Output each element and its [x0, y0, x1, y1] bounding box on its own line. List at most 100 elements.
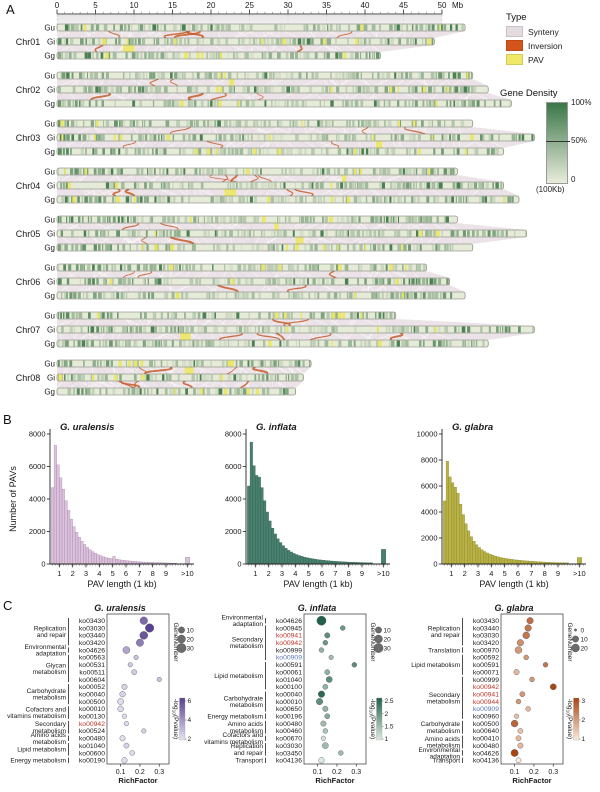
hist-bar: [287, 550, 291, 565]
hist-bar: [308, 558, 312, 565]
svg-text:metabolism: metabolism: [427, 698, 460, 705]
axes: 0 2000 4000 6000 8000 1 2 3 4 5 6 7 8 9 >10: [225, 429, 390, 578]
svg-text:ko00524: ko00524: [79, 728, 105, 735]
svg-text:Gi: Gi: [47, 230, 55, 239]
hist-bar: [117, 559, 121, 565]
legend: GeneNumber 10 20 30 -log10(Pvalue) 6 4 2: [170, 622, 194, 743]
svg-text:metabolism: metabolism: [230, 702, 263, 709]
svg-text:0.3: 0.3: [548, 769, 558, 776]
svg-text:Amino acids: Amino acids: [425, 736, 461, 743]
hist-bar: [321, 560, 325, 565]
hist-bar: [305, 557, 309, 565]
dot: [139, 616, 148, 625]
hist-bar: [289, 551, 293, 565]
svg-text:Cofactors and: Cofactors and: [26, 706, 67, 713]
density-50-label: 50%: [571, 136, 588, 145]
legend: GeneNumber 10 20 30 -log10(Pvalue) 2.5 2 1.5 1: [367, 622, 394, 743]
svg-text:50: 50: [438, 1, 447, 10]
svg-text:ko00196: ko00196: [276, 714, 302, 721]
svg-text:-log10(Pvalue): -log10(Pvalue): [564, 699, 573, 739]
svg-text:G. inflata: G. inflata: [298, 603, 337, 613]
svg-text:4: 4: [293, 569, 297, 578]
svg-text:Gu: Gu: [44, 216, 55, 225]
svg-text:Number of PAVs: Number of PAVs: [8, 466, 18, 532]
dot: [123, 742, 130, 749]
hist-bar: [61, 489, 65, 565]
svg-text:Chr03: Chr03: [16, 133, 41, 143]
svg-text:20: 20: [207, 1, 216, 10]
svg-text:0.1: 0.1: [510, 769, 520, 776]
synteny-ribbon: [57, 78, 489, 87]
svg-text:Lipid metabolism: Lipid metabolism: [214, 673, 263, 680]
svg-text:ko00999: ko00999: [473, 677, 499, 684]
dot: [517, 742, 524, 749]
svg-text:3: 3: [582, 698, 586, 705]
svg-text:4: 4: [489, 569, 493, 578]
hist-bar: [120, 559, 124, 565]
svg-text:4: 4: [188, 717, 192, 724]
svg-text:ko00071: ko00071: [473, 669, 499, 676]
hist-bar: [96, 554, 100, 565]
svg-text:ko00591: ko00591: [276, 662, 302, 669]
svg-text:ko00942: ko00942: [473, 684, 499, 691]
svg-text:ko00591: ko00591: [473, 662, 499, 669]
svg-text:Cofactors and: Cofactors and: [223, 732, 264, 739]
track-bar-Gg: Gg: [44, 100, 512, 109]
svg-text:Energy metabolism: Energy metabolism: [10, 758, 66, 765]
track-bar-Gu: Gu: [44, 24, 466, 33]
hist-bar-gt10: [185, 557, 190, 565]
svg-text:Replication: Replication: [231, 743, 264, 750]
density-100-label: 100%: [571, 98, 592, 107]
svg-text:Amino acids: Amino acids: [228, 721, 264, 728]
pathway-groups: EnvironmentaladaptationSecondarymetaboli…: [204, 615, 266, 765]
dot: [139, 631, 148, 640]
hist-bar: [83, 544, 87, 565]
hist-bar: [311, 558, 315, 565]
histogram: [443, 461, 582, 565]
svg-text:metabolism: metabolism: [427, 742, 460, 749]
dot: [338, 750, 344, 756]
svg-text:ko03030: ko03030: [473, 633, 499, 640]
hist-bar: [75, 532, 79, 565]
svg-text:Gi: Gi: [47, 278, 55, 287]
track-bar-Gu: Gu: [44, 264, 427, 273]
svg-text:Carbohydrate: Carbohydrate: [224, 695, 264, 702]
histogram: [247, 441, 386, 565]
svg-text:ko00480: ko00480: [276, 721, 302, 728]
svg-text:0.2: 0.2: [529, 769, 539, 776]
dot: [515, 698, 522, 705]
pav-swatch: [506, 54, 523, 65]
svg-text:1: 1: [57, 569, 61, 578]
svg-text:8: 8: [347, 569, 351, 578]
hist-bar: [464, 523, 468, 565]
svg-text:7: 7: [137, 569, 141, 578]
hist-bar: [501, 557, 505, 565]
dot: [515, 757, 522, 764]
svg-text:ko03440: ko03440: [79, 633, 105, 640]
svg-text:Carbohydrate: Carbohydrate: [27, 688, 67, 695]
svg-text:6: 6: [320, 569, 324, 578]
svg-text:metabolism: metabolism: [33, 669, 66, 676]
svg-text:PAV length (1 kb): PAV length (1 kb): [87, 579, 156, 589]
svg-text:ko00130: ko00130: [79, 714, 105, 721]
svg-text:Glycan: Glycan: [46, 662, 67, 669]
svg-text:0.1: 0.1: [313, 769, 323, 776]
dot: [525, 706, 531, 712]
plot-box: [106, 613, 170, 765]
svg-text:1: 1: [449, 569, 453, 578]
svg-text:0: 0: [55, 1, 60, 10]
hist-bar: [271, 528, 275, 565]
dot: [322, 640, 328, 646]
svg-text:0.3: 0.3: [154, 769, 164, 776]
svg-text:1.5: 1.5: [385, 724, 394, 731]
hist-bar: [480, 549, 484, 565]
svg-text:0: 0: [433, 560, 437, 569]
svg-text:Gu: Gu: [44, 168, 55, 177]
svg-text:metabolism: metabolism: [230, 728, 263, 735]
svg-text:Gi: Gi: [47, 326, 55, 335]
dot: [322, 728, 328, 734]
